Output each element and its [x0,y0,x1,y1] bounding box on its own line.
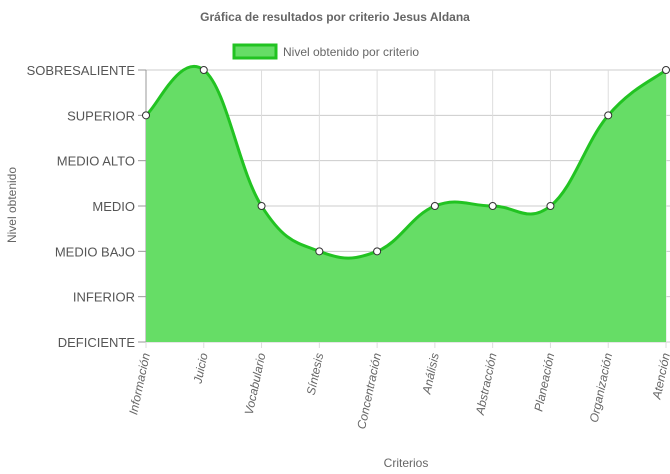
x-tick-label: Planeación [531,351,557,412]
x-tick-label: Organización [587,351,615,423]
plot-area [144,65,667,342]
x-tick-label: Juicio [190,351,210,385]
legend[interactable]: Nivel obtenido por criterio [232,43,419,60]
data-point[interactable] [662,66,670,74]
y-tick-label: MEDIO [92,199,135,214]
data-point[interactable] [488,202,497,210]
x-tick-label: Concentración [354,351,384,430]
data-point[interactable] [430,202,439,210]
x-axis: Información Juicio Vocabulario Síntesis Conc… [126,351,670,430]
data-point[interactable] [199,66,208,74]
y-tick-label: SUPERIOR [67,108,135,123]
x-axis-title: Criterios [384,456,429,470]
data-point[interactable] [604,111,613,120]
y-tick-label: SOBRESALIENTE [27,63,136,78]
data-point[interactable] [373,247,382,256]
x-tick-label: Vocabulario [242,351,269,416]
legend-label: Nivel obtenido por criterio [283,45,419,59]
data-points [142,66,670,256]
series-line [144,65,667,260]
x-tick-label: Análisis [419,352,442,396]
legend-swatch [232,43,278,60]
y-tick-label: MEDIO BAJO [55,244,135,259]
y-tick-label: DEFICIENTE [58,335,136,350]
x-tick-label: Abstracción [473,351,500,417]
x-tick-label: Síntesis [304,352,327,397]
data-point[interactable] [257,202,266,210]
y-tick-label: MEDIO ALTO [57,154,135,169]
x-tick-label: Información [126,351,153,416]
data-point[interactable] [546,202,555,210]
x-tick-label: Atención [649,351,670,401]
series-area-fill [146,66,666,342]
y-axis: DEFICIENTE INFERIOR MEDIO BAJO MEDIO MEDIO A… [27,63,136,350]
chart-title: Gráfica de resultados por criterio Jesus… [200,10,470,24]
y-tick-label: INFERIOR [73,290,135,305]
data-point[interactable] [142,111,150,120]
y-axis-title: Nivel obtenido [5,167,19,243]
data-point[interactable] [315,247,324,256]
